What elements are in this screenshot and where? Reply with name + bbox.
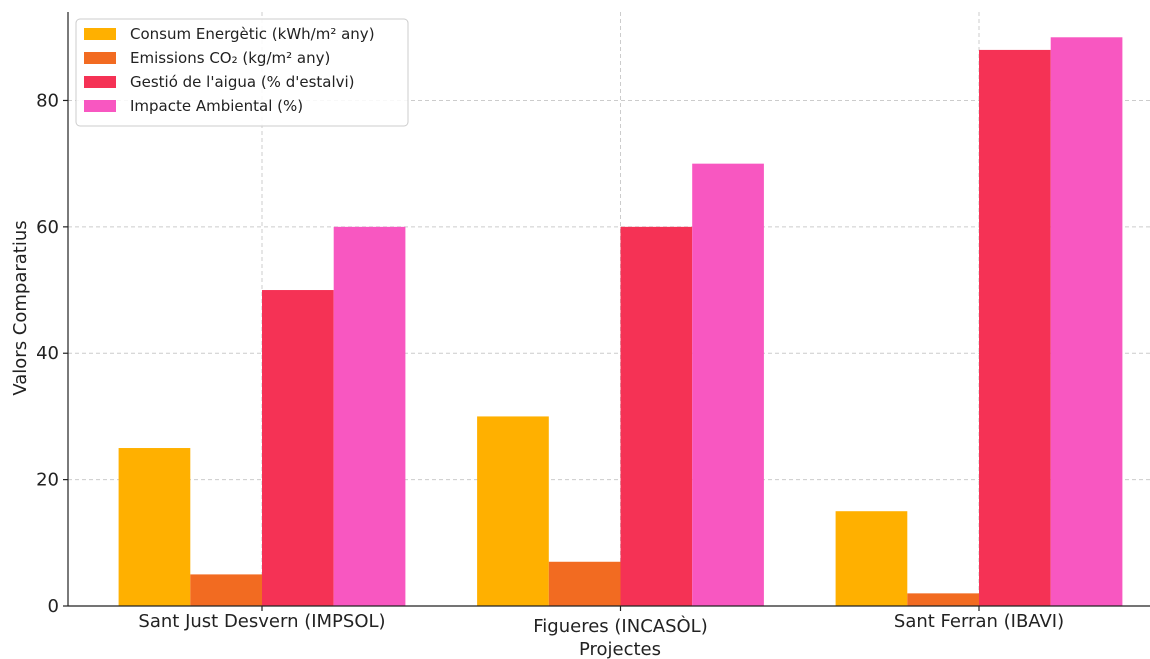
legend: Consum Energètic (kWh/m² any) Emissions C… <box>75 18 409 127</box>
bar-3-2 <box>1050 37 1123 606</box>
x-tick-label-1: Figueres (INCASÒL) <box>533 615 707 637</box>
tick-labels: 0 20 40 60 80 Sant Just Desvern (IMPSOL) Figue… <box>36 90 1064 637</box>
x-tick-label-2: Sant Ferran (IBAVI) <box>894 611 1064 632</box>
y-tick-label-20: 20 <box>36 470 59 491</box>
legend-label-3: Impacte Ambiental (%) <box>130 97 303 115</box>
bar-2-0 <box>262 290 334 606</box>
bar-1-2 <box>907 593 979 606</box>
bar-0-2 <box>835 511 908 606</box>
legend-swatch-2 <box>84 76 116 88</box>
y-tick-label-40: 40 <box>36 343 59 364</box>
x-tick-label-0: Sant Just Desvern (IMPSOL) <box>138 611 385 632</box>
legend-label-1: Emissions CO₂ (kg/m² any) <box>130 49 330 67</box>
legend-label-0: Consum Energètic (kWh/m² any) <box>130 25 375 43</box>
legend-swatch-3 <box>84 100 116 112</box>
y-axis-label: Valors Comparatius <box>10 220 31 395</box>
y-tick-label-0: 0 <box>48 596 59 617</box>
bar-0-0 <box>118 448 191 606</box>
bar-2-1 <box>620 226 693 606</box>
bar-1-1 <box>548 561 621 606</box>
bar-2-2 <box>979 49 1051 606</box>
y-tick-label-60: 60 <box>36 217 59 238</box>
y-tick-label-80: 80 <box>36 90 59 111</box>
axes <box>67 12 1150 607</box>
bars <box>118 37 1123 606</box>
legend-swatch-1 <box>84 52 116 64</box>
x-axis-label: Projectes <box>579 639 661 659</box>
bar-3-1 <box>692 163 764 606</box>
bar-1-0 <box>190 574 262 606</box>
legend-box <box>75 18 409 127</box>
legend-label-2: Gestió de l'aigua (% d'estalvi) <box>130 73 355 91</box>
bar-0-1 <box>477 416 549 606</box>
bar-3-0 <box>333 226 406 606</box>
legend-swatch-0 <box>84 28 116 40</box>
